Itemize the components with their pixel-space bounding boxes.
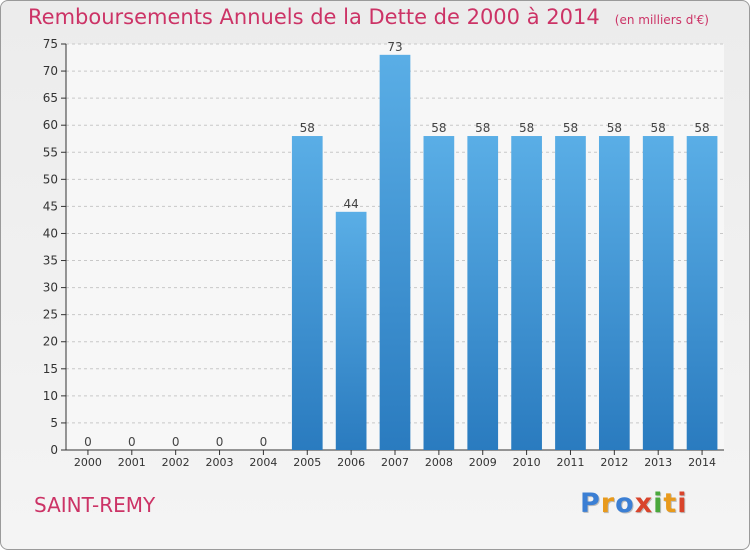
chart-subtitle: (en milliers d'€) xyxy=(614,13,709,27)
x-tick-label: 2002 xyxy=(162,456,190,469)
logo-letter: t xyxy=(663,488,678,519)
y-tick-label: 35 xyxy=(43,254,58,268)
y-tick-label: 55 xyxy=(43,145,58,159)
data-label: 58 xyxy=(694,121,709,135)
bar xyxy=(467,136,499,450)
chart-header: Remboursements Annuels de la Dette de 20… xyxy=(28,5,709,29)
data-label: 0 xyxy=(172,435,180,449)
logo-letter: x xyxy=(634,488,654,519)
bar xyxy=(511,136,542,450)
x-tick-label: 2010 xyxy=(513,456,541,469)
bar xyxy=(423,136,455,450)
data-label: 58 xyxy=(519,121,534,135)
data-label: 0 xyxy=(260,435,268,449)
x-tick-label: 2007 xyxy=(381,456,409,469)
data-label: 73 xyxy=(387,40,402,54)
data-label: 58 xyxy=(475,121,490,135)
y-tick-label: 50 xyxy=(43,172,58,186)
data-label: 44 xyxy=(343,197,358,211)
y-tick-label: 10 xyxy=(43,389,58,403)
y-tick-label: 0 xyxy=(50,443,58,457)
bar xyxy=(335,211,367,450)
x-tick-label: 2009 xyxy=(469,456,497,469)
logo-letter: r xyxy=(600,488,616,519)
bar xyxy=(555,136,586,450)
data-label: 0 xyxy=(128,435,136,449)
x-tick-label: 2004 xyxy=(249,456,277,469)
x-tick-label: 2006 xyxy=(337,456,365,469)
x-tick-label: 2011 xyxy=(556,456,584,469)
y-tick-label: 45 xyxy=(43,199,58,213)
bar xyxy=(642,136,674,450)
y-tick-label: 70 xyxy=(43,64,58,78)
chart-title: Remboursements Annuels de la Dette de 20… xyxy=(28,5,600,29)
x-tick-label: 2012 xyxy=(600,456,628,469)
bar xyxy=(686,136,718,450)
logo-letter: o xyxy=(615,488,635,519)
bar xyxy=(379,54,411,451)
data-label: 58 xyxy=(300,121,315,135)
x-tick-label: 2008 xyxy=(425,456,453,469)
bar xyxy=(598,136,630,450)
bar xyxy=(291,136,323,450)
data-label: 58 xyxy=(431,121,446,135)
logo-letter: i xyxy=(653,488,664,519)
data-label: 0 xyxy=(84,435,92,449)
x-tick-label: 2005 xyxy=(293,456,321,469)
x-tick-label: 2000 xyxy=(74,456,102,469)
proxiti-logo[interactable]: Proxiti xyxy=(580,488,688,519)
data-label: 0 xyxy=(216,435,224,449)
y-tick-label: 5 xyxy=(50,416,58,430)
y-tick-label: 20 xyxy=(43,335,58,349)
y-tick-label: 60 xyxy=(43,118,58,132)
y-tick-label: 25 xyxy=(43,308,58,322)
x-tick-label: 2013 xyxy=(644,456,672,469)
y-tick-label: 75 xyxy=(43,37,58,51)
data-label: 58 xyxy=(563,121,578,135)
y-tick-label: 15 xyxy=(43,362,58,376)
commune-name: SAINT-REMY xyxy=(34,493,156,517)
y-tick-label: 40 xyxy=(43,226,58,240)
y-tick-label: 65 xyxy=(43,91,58,105)
y-tick-label: 30 xyxy=(43,281,58,295)
x-tick-label: 2001 xyxy=(118,456,146,469)
logo-letter: P xyxy=(580,488,601,519)
logo-letter: i xyxy=(677,488,688,519)
x-tick-label: 2014 xyxy=(688,456,716,469)
data-label: 58 xyxy=(651,121,666,135)
data-label: 58 xyxy=(607,121,622,135)
x-tick-label: 2003 xyxy=(206,456,234,469)
